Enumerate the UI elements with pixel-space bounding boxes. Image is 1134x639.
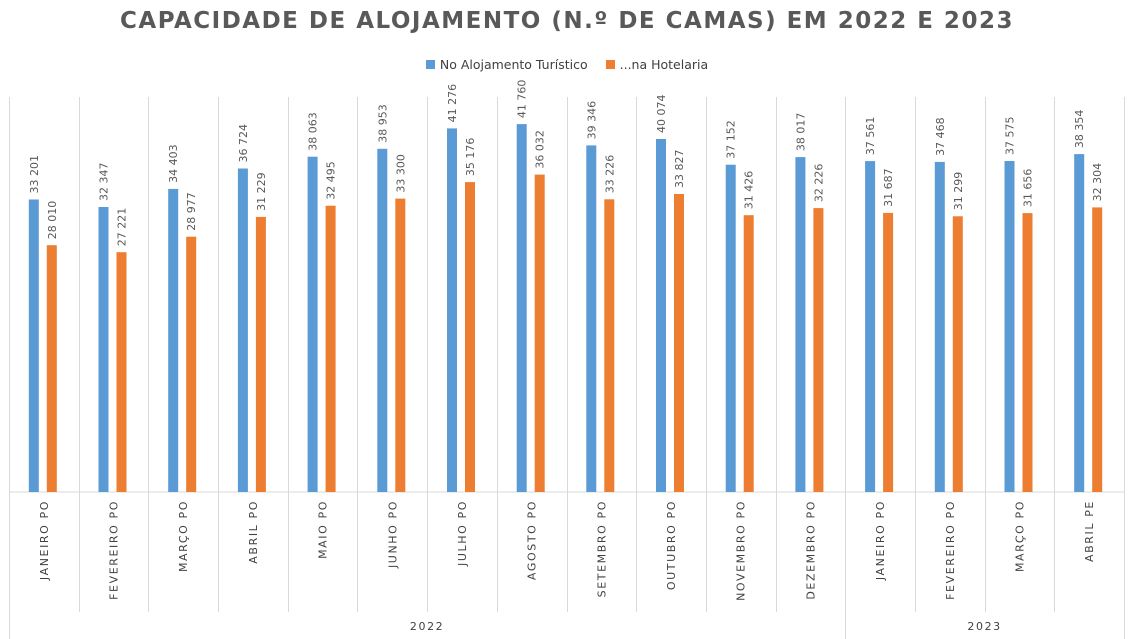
bar-alojamento[interactable]: [586, 145, 597, 492]
bar-hotelaria[interactable]: [883, 212, 894, 492]
data-label: 32 226: [812, 164, 825, 203]
data-label: 38 063: [307, 112, 320, 151]
data-label: 35 176: [464, 138, 477, 177]
bar-hotelaria[interactable]: [116, 252, 127, 492]
bar-alojamento[interactable]: [1004, 161, 1015, 492]
bar-alojamento[interactable]: [725, 164, 736, 492]
bar-hotelaria[interactable]: [465, 182, 475, 492]
bar-hotelaria[interactable]: [674, 194, 684, 492]
category-label: MARÇO PO: [1014, 500, 1027, 572]
data-label: 36 032: [534, 130, 547, 169]
category-label: JANEIRO PO: [874, 500, 887, 581]
bar-hotelaria[interactable]: [952, 216, 963, 493]
bar-hotelaria[interactable]: [1022, 213, 1033, 492]
category-label: JANEIRO PO: [38, 500, 51, 581]
category-label: JULHO PO: [456, 500, 469, 567]
data-label: 31 299: [952, 172, 965, 211]
category-label: MAIO PO: [317, 500, 330, 559]
bar-hotelaria[interactable]: [325, 205, 336, 492]
data-label: 34 403: [167, 144, 180, 183]
legend-item-alojamento[interactable]: No Alojamento Turístico: [425, 57, 588, 72]
data-label: 37 561: [864, 117, 877, 156]
data-label: 41 276: [446, 84, 459, 123]
category-label: DEZEMBRO PO: [804, 500, 817, 600]
data-label: 38 953: [376, 104, 389, 143]
bar-hotelaria[interactable]: [534, 174, 545, 492]
bar-hotelaria[interactable]: [395, 198, 406, 492]
data-label: 27 221: [116, 208, 129, 247]
bar-alojamento[interactable]: [447, 128, 457, 492]
bar-alojamento[interactable]: [934, 161, 945, 492]
data-label: 37 575: [1004, 117, 1017, 156]
bar-alojamento[interactable]: [28, 199, 39, 493]
data-label: 33 201: [28, 155, 41, 194]
bar-hotelaria[interactable]: [186, 236, 197, 492]
bar-alojamento[interactable]: [168, 188, 179, 492]
data-label: 28 977: [185, 192, 198, 231]
legend-label-hotelaria: ...na Hotelaria: [619, 57, 709, 72]
data-label: 31 426: [743, 171, 756, 210]
category-label: NOVEMBRO PO: [735, 500, 748, 601]
data-label: 40 074: [655, 95, 668, 134]
bar-hotelaria[interactable]: [604, 199, 615, 493]
bar-alojamento[interactable]: [1074, 154, 1085, 492]
bar-alojamento[interactable]: [237, 168, 248, 493]
bar-alojamento[interactable]: [516, 124, 527, 492]
bar-alojamento[interactable]: [307, 156, 318, 492]
bar-hotelaria[interactable]: [743, 215, 754, 492]
data-label: 39 346: [585, 101, 598, 140]
legend-label-alojamento: No Alojamento Turístico: [439, 57, 588, 72]
data-label: 32 495: [325, 161, 338, 200]
category-label: OUTUBRO PO: [665, 500, 678, 590]
data-label: 38 354: [1073, 110, 1086, 149]
data-label: 41 760: [516, 80, 529, 119]
data-label: 37 468: [934, 117, 947, 156]
data-label: 37 152: [725, 120, 738, 159]
category-label: FEVEREIRO PO: [108, 500, 121, 600]
legend-swatch-hotelaria: [605, 60, 615, 69]
data-label: 33 226: [603, 155, 616, 194]
bar-alojamento[interactable]: [795, 157, 806, 492]
category-label: JUNHO PO: [386, 500, 399, 569]
category-label: FEVEREIRO PO: [944, 500, 957, 600]
data-label: 28 010: [46, 201, 59, 240]
data-label: 31 687: [882, 168, 895, 207]
data-label: 31 656: [1022, 169, 1035, 208]
data-label: 38 017: [794, 113, 807, 152]
category-label: ABRIL PE: [1083, 500, 1096, 562]
data-label: 32 347: [98, 163, 111, 202]
bar-hotelaria[interactable]: [813, 208, 824, 492]
data-label: 33 300: [394, 154, 407, 193]
bar-alojamento[interactable]: [98, 207, 109, 492]
data-label: 32 304: [1091, 163, 1104, 202]
category-label: AGOSTO PO: [526, 500, 539, 580]
data-label: 33 827: [673, 150, 686, 189]
legend-item-hotelaria[interactable]: ...na Hotelaria: [605, 57, 709, 72]
category-label: ABRIL PO: [247, 500, 260, 564]
year-group-label: 2023: [967, 620, 1001, 633]
year-group-label: 2022: [410, 620, 444, 633]
legend-swatch-alojamento: [425, 60, 435, 69]
legend: No Alojamento Turístico ...na Hotelaria: [0, 57, 1134, 72]
bar-hotelaria[interactable]: [46, 245, 57, 492]
category-label: MARÇO PO: [177, 500, 190, 572]
bar-alojamento[interactable]: [865, 161, 876, 492]
chart-title: CAPACIDADE DE ALOJAMENTO (N.º DE CAMAS) …: [120, 8, 1014, 34]
category-label: SETEMBRO PO: [595, 500, 608, 597]
data-label: 31 229: [255, 172, 268, 211]
bar-alojamento[interactable]: [377, 148, 388, 493]
bar-alojamento[interactable]: [656, 139, 666, 492]
bar-hotelaria[interactable]: [255, 216, 266, 492]
bar-hotelaria[interactable]: [1092, 207, 1103, 492]
data-label: 36 724: [237, 124, 250, 163]
